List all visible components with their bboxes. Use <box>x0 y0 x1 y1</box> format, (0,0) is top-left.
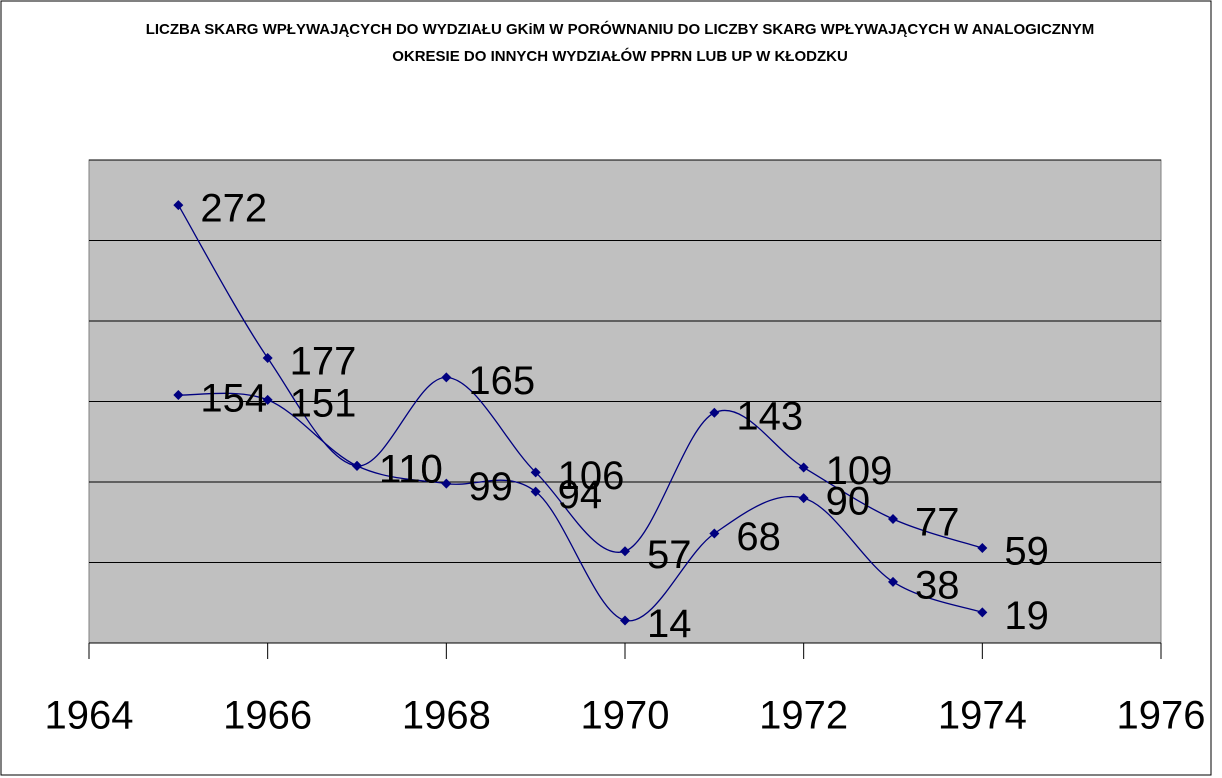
marker <box>709 407 720 418</box>
marker <box>888 514 898 525</box>
marker <box>977 607 988 618</box>
x-tick-label: 1968 <box>402 694 491 738</box>
marker <box>977 543 988 554</box>
marker <box>530 467 541 478</box>
marker <box>262 353 273 364</box>
chart-title: LICZBA SKARG WPŁYWAJĄCYCH DO WYDZIAŁU GK… <box>145 21 1095 65</box>
data-label: 143 <box>736 394 803 438</box>
marker <box>173 390 184 401</box>
data-label: 177 <box>290 340 357 384</box>
marker <box>530 486 541 497</box>
data-label: 106 <box>558 454 625 498</box>
x-tick-label: 1970 <box>581 694 670 738</box>
series-line <box>178 392 983 622</box>
marker <box>888 576 898 587</box>
marker <box>620 615 630 626</box>
marker <box>798 493 809 504</box>
marker <box>709 528 720 539</box>
data-label: 77 <box>915 501 960 545</box>
x-tick-label: 1972 <box>759 694 848 738</box>
data-label: 38 <box>915 563 960 607</box>
marker <box>352 460 362 471</box>
x-tick-label: 1964 <box>45 694 134 738</box>
x-tick-label: 1966 <box>223 694 312 738</box>
marker <box>173 200 184 211</box>
series-line <box>177 204 983 553</box>
x-tick-label: 1974 <box>938 694 1027 738</box>
data-label: 154 <box>200 377 267 421</box>
data-label: 68 <box>736 515 781 559</box>
data-label: 94 <box>558 473 603 517</box>
data-label: 165 <box>468 359 535 403</box>
data-label: 151 <box>290 381 357 425</box>
marker <box>441 372 452 383</box>
data-label: 59 <box>1004 530 1048 574</box>
data-label: 110 <box>379 447 443 491</box>
marker <box>441 478 452 489</box>
marker <box>620 546 630 557</box>
data-label: 14 <box>647 602 692 646</box>
x-tick-label: 1976 <box>1117 694 1206 738</box>
data-label: 109 <box>826 449 893 493</box>
marker <box>798 462 809 473</box>
data-label: 90 <box>826 480 871 524</box>
data-label: 99 <box>468 465 513 509</box>
data-label: 57 <box>647 533 692 577</box>
data-label: 19 <box>1004 594 1048 638</box>
marker <box>262 394 273 405</box>
data-label: 272 <box>200 187 267 231</box>
data-label: 110 <box>379 447 443 491</box>
